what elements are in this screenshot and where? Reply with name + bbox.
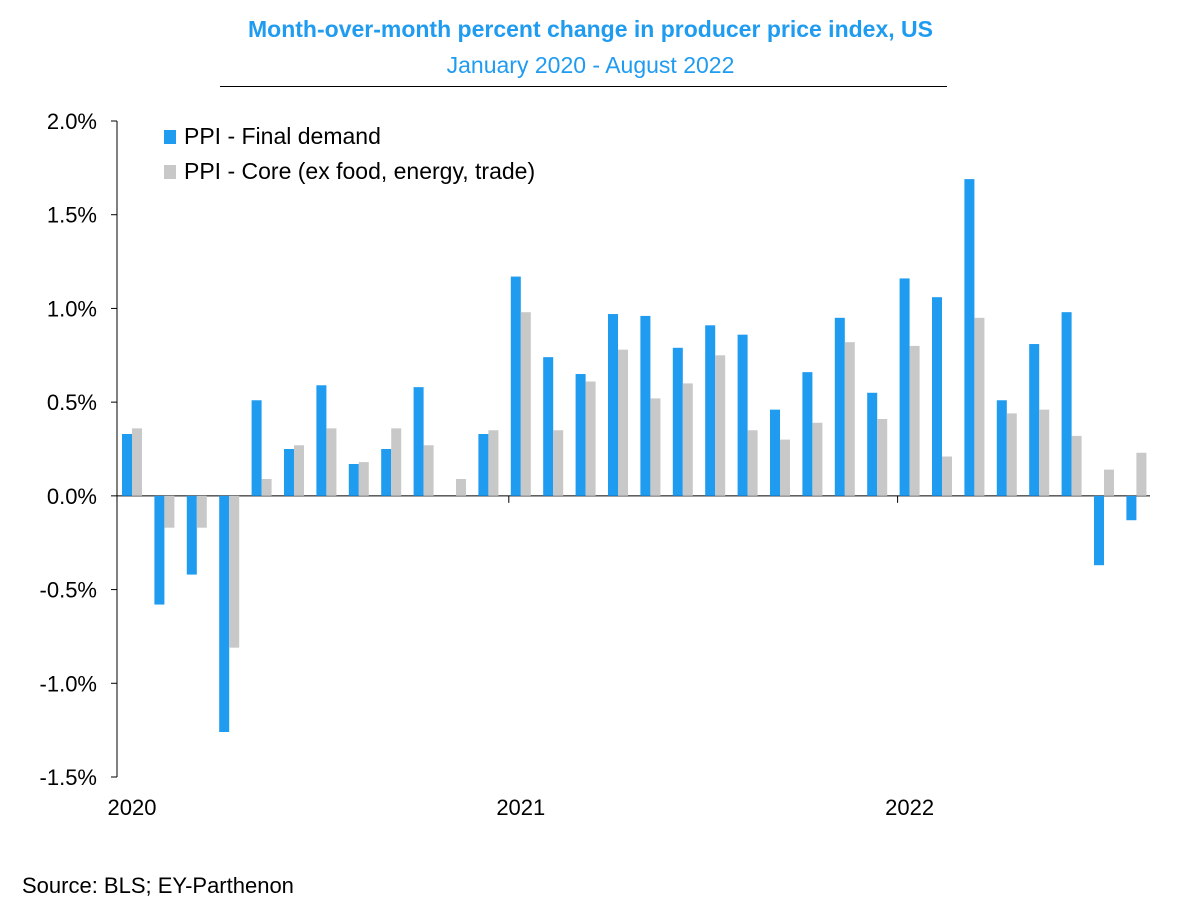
title-underline <box>220 86 947 87</box>
bar-final-demand <box>510 276 521 496</box>
bar-final-demand <box>1061 312 1072 496</box>
bar-final-demand <box>867 392 878 496</box>
bar-core <box>488 430 499 496</box>
chart-title: Month-over-month percent change in produ… <box>248 16 933 42</box>
bar-final-demand <box>154 495 165 605</box>
bar-core <box>229 495 240 648</box>
bar-core <box>423 445 434 496</box>
bar-final-demand <box>932 297 942 496</box>
bar-core <box>1039 409 1050 496</box>
legend-swatch <box>164 130 176 144</box>
bar-core <box>132 428 142 496</box>
bar-core <box>326 428 337 496</box>
y-tick-label: 0.0% <box>47 484 97 509</box>
legend-label: PPI - Final demand <box>184 123 381 149</box>
bar-core <box>358 462 369 496</box>
x-year-label: 2022 <box>885 795 934 820</box>
bar-final-demand <box>348 463 359 496</box>
bar-core <box>520 312 531 496</box>
bar-final-demand <box>381 449 392 496</box>
bar-final-demand <box>575 374 586 496</box>
bar-core <box>585 381 596 496</box>
bar-core <box>1104 469 1114 496</box>
bar-core <box>877 419 888 496</box>
bar-final-demand <box>122 434 132 496</box>
y-tick-label: -1.5% <box>40 765 97 790</box>
bar-core <box>196 495 207 528</box>
bar-final-demand <box>284 449 294 496</box>
bar-final-demand <box>316 385 327 496</box>
bar-core <box>1071 435 1082 496</box>
chart-legend: PPI - Final demand PPI - Core (ex food, e… <box>164 123 535 184</box>
bar-final-demand <box>802 372 813 496</box>
bar-final-demand <box>996 400 1007 496</box>
bar-final-demand <box>186 495 197 575</box>
bar-core <box>682 383 693 496</box>
bar-final-demand <box>543 357 554 496</box>
bar-final-demand <box>1094 495 1104 566</box>
bar-final-demand <box>478 434 489 496</box>
bar-core <box>780 439 790 496</box>
chart-subtitle: January 2020 - August 2022 <box>446 52 735 78</box>
bar-core <box>618 349 628 496</box>
chart-axes: 2.0% 1.5% 1.0% 0.5% 0.0% -0.5% -1.0% -1.5% 2020 2… <box>40 109 1150 820</box>
bar-final-demand <box>672 347 683 496</box>
bar-final-demand <box>964 179 975 496</box>
y-tick-label: 1.0% <box>47 296 97 321</box>
bar-core <box>1136 452 1147 496</box>
bar-core <box>164 495 175 528</box>
bar-final-demand <box>770 409 780 496</box>
bar-final-demand <box>1126 495 1137 521</box>
y-tick-label: 2.0% <box>47 109 97 134</box>
bar-core <box>391 428 402 496</box>
bar-core <box>294 445 304 496</box>
y-tick-label: 1.5% <box>47 203 97 228</box>
bar-core <box>553 430 564 496</box>
bar-core <box>844 342 855 496</box>
bar-core <box>909 345 920 496</box>
bar-final-demand <box>251 400 262 496</box>
bar-final-demand <box>1029 344 1040 496</box>
bar-core <box>747 430 758 496</box>
bar-core <box>1006 413 1017 496</box>
bar-final-demand <box>640 315 651 496</box>
bar-core <box>974 317 985 496</box>
bar-core <box>650 398 661 496</box>
y-tick-label: -0.5% <box>40 578 97 603</box>
bar-core <box>812 422 823 496</box>
bar-final-demand <box>899 278 910 496</box>
y-tick-label: 0.5% <box>47 390 97 415</box>
legend-swatch <box>164 165 176 179</box>
bar-core <box>261 478 272 496</box>
bar-final-demand <box>834 317 845 496</box>
bar-core <box>456 478 466 496</box>
bar-final-demand <box>413 387 424 496</box>
bar-final-demand <box>608 314 618 496</box>
chart-bars <box>122 179 1147 733</box>
legend-label: PPI - Core (ex food, energy, trade) <box>184 158 535 184</box>
bar-final-demand <box>219 495 230 733</box>
bar-final-demand <box>705 325 716 496</box>
x-year-label: 2020 <box>108 795 157 820</box>
x-year-label: 2021 <box>496 795 545 820</box>
bar-final-demand <box>737 334 748 496</box>
y-tick-label: -1.0% <box>40 671 97 696</box>
source-note: Source: BLS; EY-Parthenon <box>22 873 294 898</box>
bar-core <box>715 355 726 496</box>
bar-core <box>942 456 952 496</box>
